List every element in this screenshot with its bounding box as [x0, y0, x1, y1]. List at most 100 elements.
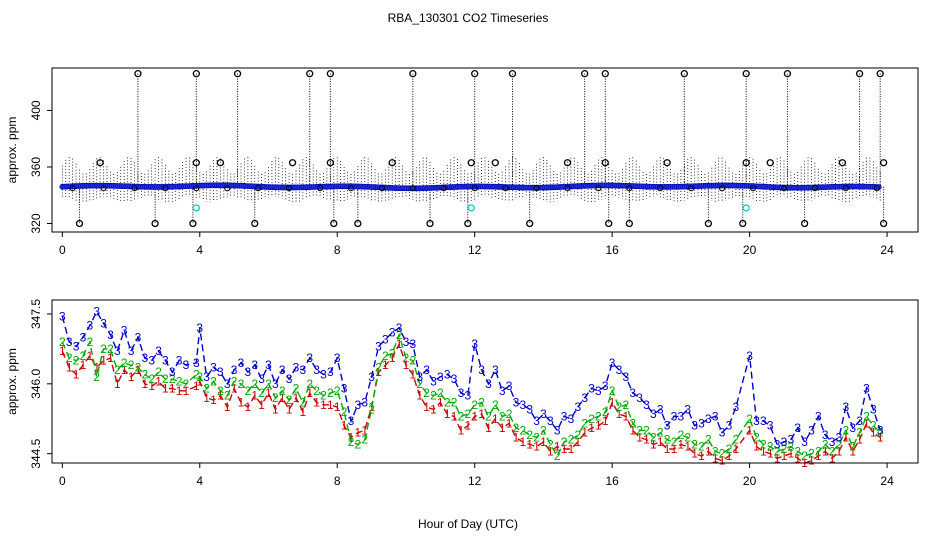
series-point-3: 3: [148, 354, 155, 368]
series-point-2: 2: [135, 361, 142, 375]
series-point-2: 2: [396, 328, 403, 342]
spike-high-marker: [326, 70, 335, 78]
series-point-2: 2: [231, 375, 238, 389]
series-point-1: 1: [162, 381, 169, 395]
series-point-1: 1: [671, 442, 678, 456]
spike-low-marker: [625, 219, 633, 228]
series-point-2: 2: [650, 430, 657, 444]
series-point-2: 2: [306, 377, 313, 391]
series-point-1: 1: [499, 421, 506, 435]
series-point-3: 3: [193, 356, 200, 370]
series-point-3: 3: [533, 414, 540, 428]
series-point-3: 3: [107, 328, 114, 342]
series-point-3: 3: [155, 344, 162, 358]
series-point-1: 1: [361, 423, 368, 437]
series-point-2: 2: [251, 377, 258, 391]
series-point-1: 1: [719, 454, 726, 468]
series-point-2: 2: [320, 388, 327, 402]
series-point-2: 2: [829, 444, 836, 458]
baseline-black-point: [378, 185, 386, 192]
series-point-3: 3: [753, 414, 760, 428]
series-point-2: 2: [355, 437, 362, 451]
baseline-black-point: [595, 185, 602, 192]
series-point-1: 1: [196, 375, 203, 389]
series-point-1: 1: [306, 386, 313, 400]
series-point-2: 2: [808, 447, 815, 461]
series-point-3: 3: [389, 326, 396, 340]
spike-high-marker: [306, 70, 314, 78]
series-point-3: 3: [808, 423, 815, 437]
series-point-2: 2: [643, 423, 650, 437]
baseline-black-point: [162, 185, 169, 192]
cyan-marker: [467, 204, 475, 212]
series-point-1: 1: [382, 358, 389, 372]
baseline-black-point: [502, 185, 509, 192]
series-point-2: 2: [193, 368, 200, 382]
spike-low-marker: [151, 219, 159, 228]
series-point-3: 3: [877, 423, 884, 437]
mid-marker: [742, 159, 750, 167]
y-tick-label: 360: [29, 157, 43, 177]
series-point-3: 3: [210, 361, 217, 375]
series-point-1: 1: [355, 426, 362, 440]
series-point-1: 1: [464, 419, 471, 433]
series-point-1: 1: [176, 384, 183, 398]
spike-low-marker: [739, 219, 747, 228]
series-point-1: 1: [574, 435, 581, 449]
series-point-2: 2: [760, 437, 767, 451]
series-point-3: 3: [265, 358, 272, 372]
series-point-2: 2: [217, 384, 224, 398]
series-point-1: 1: [829, 451, 836, 465]
series-point-1: 1: [300, 405, 307, 419]
series-point-1: 1: [561, 442, 568, 456]
series-point-2: 2: [162, 372, 169, 386]
series-point-3: 3: [279, 363, 286, 377]
series-point-1: 1: [334, 400, 341, 414]
series-point-3: 3: [327, 365, 334, 379]
series-point-3: 3: [73, 340, 80, 354]
baseline-black-point: [347, 185, 355, 192]
series-point-2: 2: [849, 440, 856, 454]
series-point-1: 1: [836, 444, 843, 458]
series-point-1: 1: [265, 386, 272, 400]
series-point-1: 1: [224, 400, 231, 414]
series-point-2: 2: [258, 386, 265, 400]
series-point-1: 1: [492, 412, 499, 426]
x-tick-label: 12: [468, 243, 482, 257]
x-tick-label: 24: [880, 474, 894, 488]
series-point-2: 2: [196, 370, 203, 384]
series-point-3: 3: [609, 356, 616, 370]
series-point-3: 3: [602, 379, 609, 393]
series-point-2: 2: [423, 386, 430, 400]
series-point-2: 2: [664, 433, 671, 447]
series-point-3: 3: [836, 430, 843, 444]
series-point-1: 1: [238, 395, 245, 409]
mid-marker: [491, 159, 499, 167]
series-point-2: 2: [451, 395, 458, 409]
series-point-2: 2: [726, 442, 733, 456]
series-point-2: 2: [609, 384, 616, 398]
series-point-1: 1: [767, 447, 774, 461]
series-point-2: 2: [128, 358, 135, 372]
series-point-1: 1: [870, 426, 877, 440]
series-point-1: 1: [279, 391, 286, 405]
series-point-2: 2: [458, 409, 465, 423]
series-point-3: 3: [430, 375, 437, 389]
series-point-2: 2: [794, 444, 801, 458]
spike-low-marker: [426, 219, 434, 228]
series-point-1: 1: [169, 381, 176, 395]
series-point-1: 1: [93, 361, 100, 375]
spike-high-marker: [233, 70, 242, 78]
series-point-1: 1: [128, 370, 135, 384]
series-point-1: 1: [485, 421, 492, 435]
series-point-3: 3: [815, 409, 822, 423]
series-point-1: 1: [506, 416, 513, 430]
spike-low-marker: [704, 219, 713, 228]
x-tick-label: 8: [334, 474, 341, 488]
series-point-2: 2: [561, 435, 568, 449]
series-point-3: 3: [870, 402, 877, 416]
series-point-1: 1: [348, 430, 355, 444]
series-point-1: 1: [327, 398, 334, 412]
series-point-3: 3: [760, 414, 767, 428]
spike-high-marker: [680, 70, 688, 78]
